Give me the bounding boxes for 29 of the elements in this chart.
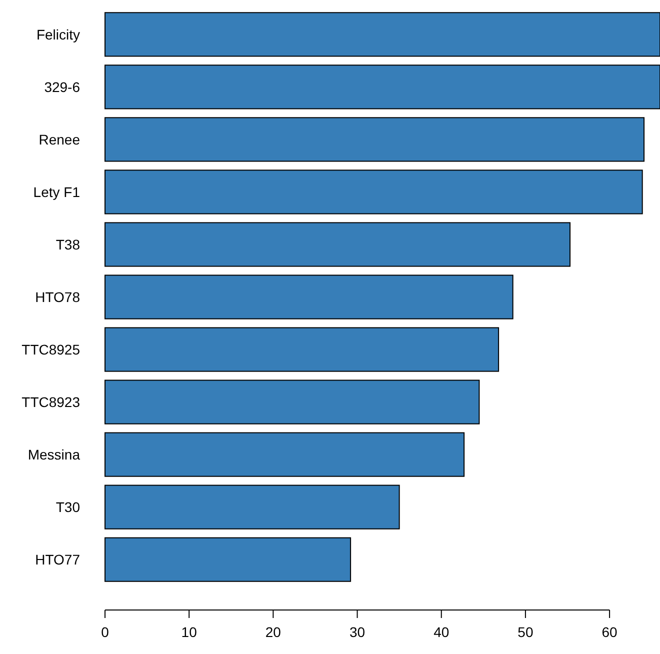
bar (104, 380, 480, 424)
y-tick-label: T38 (56, 236, 80, 252)
y-tick-label: 329-6 (44, 78, 80, 95)
bar (104, 222, 571, 267)
x-tick-label: 50 (518, 624, 534, 640)
bar (104, 170, 643, 214)
bar (104, 12, 660, 57)
y-tick-label: Renee (38, 131, 80, 148)
x-tick-label: 30 (349, 624, 366, 640)
x-tick-label: 20 (265, 624, 282, 640)
y-tick-label: Messina (28, 446, 80, 463)
x-tick-label: 0 (101, 624, 110, 640)
x-tick-label: 60 (602, 624, 618, 640)
x-tick-label: 40 (434, 624, 450, 640)
y-tick-label: HTO78 (35, 289, 80, 305)
y-tick-label: Felicity (36, 26, 80, 42)
y-tick-label: Lety F1 (33, 184, 80, 200)
bar (104, 327, 500, 372)
bar (104, 117, 645, 162)
bar (104, 432, 465, 477)
bar (104, 64, 660, 110)
bar (104, 537, 352, 582)
x-tick-label: 10 (181, 624, 198, 640)
bar (104, 274, 514, 320)
bar (104, 484, 400, 530)
y-tick-label: TTC8923 (22, 394, 80, 410)
y-tick-label: T30 (56, 499, 80, 516)
y-tick-label: TTC8925 (22, 342, 80, 358)
y-tick-label: HTO77 (35, 552, 80, 568)
